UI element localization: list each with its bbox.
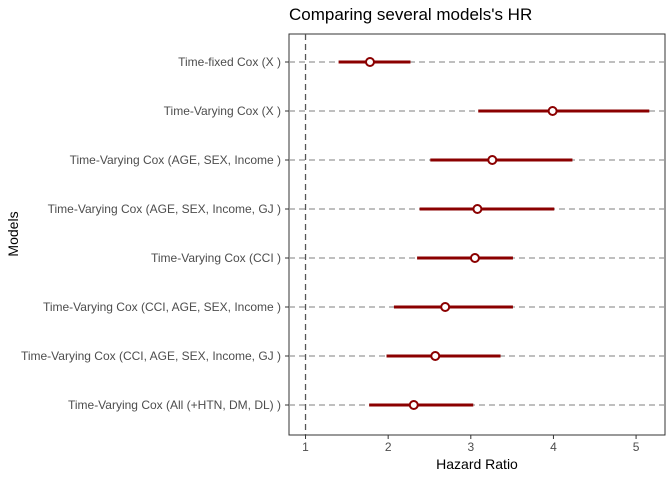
hr-point (440, 302, 451, 312)
hr-point (430, 351, 441, 361)
model-label: Time-Varying Cox (AGE, SEX, Income ) (70, 153, 281, 167)
y-axis-title: Models (5, 211, 21, 256)
confidence-intervals (338, 60, 650, 407)
model-label: Time-Varying Cox (AGE, SEX, Income, GJ ) (48, 202, 281, 216)
hr-point (472, 204, 483, 214)
model-label: Time-Varying Cox (CCI, AGE, SEX, Income … (43, 300, 281, 314)
plot-panel (288, 33, 666, 436)
x-axis-title: Hazard Ratio (436, 456, 518, 472)
hazard-ratio-points (364, 57, 558, 410)
x-tick-label: 1 (302, 440, 309, 454)
x-tick-label: 2 (385, 440, 392, 454)
model-label: Time-Varying Cox (CCI, AGE, SEX, Income,… (21, 349, 281, 363)
x-tick-label: 3 (467, 440, 474, 454)
x-tick-label: 5 (633, 440, 640, 454)
chart-title: Comparing several models's HR (289, 5, 532, 24)
hr-point (487, 155, 498, 165)
model-label: Time-Varying Cox (CCI ) (151, 251, 281, 265)
hr-point (547, 106, 558, 116)
y-axis-ticks (285, 61, 289, 406)
model-label: Time-Varying Cox (X ) (164, 104, 281, 118)
hr-point (408, 400, 419, 410)
x-axis-ticks: 1 2 3 4 5 (302, 435, 640, 454)
model-label: Time-fixed Cox (X ) (178, 55, 281, 69)
hr-point (469, 253, 480, 263)
model-label: Time-Varying Cox (All (+HTN, DM, DL) ) (68, 398, 281, 412)
x-tick-label: 4 (550, 440, 557, 454)
y-axis-labels: Time-fixed Cox (X ) Time-Varying Cox (X )… (21, 55, 281, 412)
hr-point (364, 57, 375, 67)
